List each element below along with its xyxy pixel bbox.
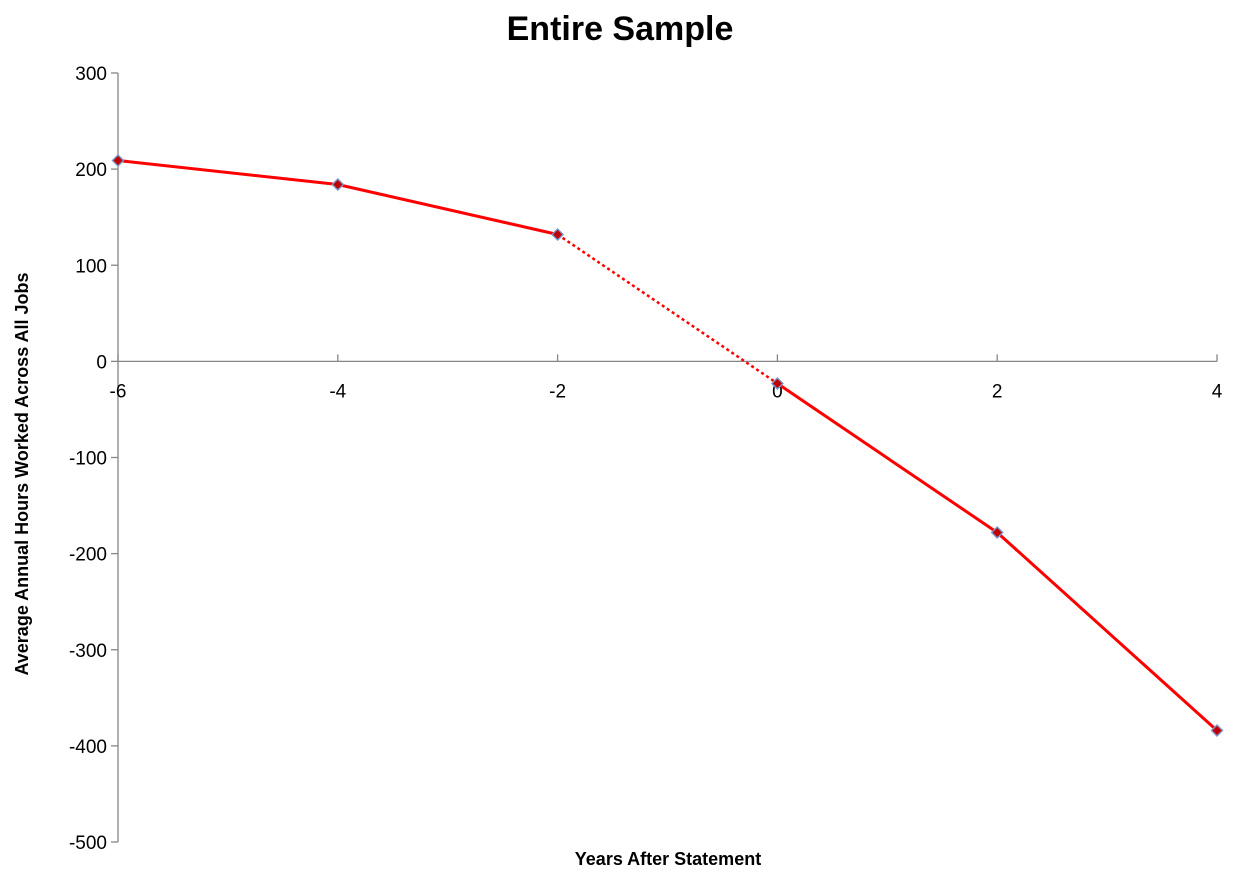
series-segment <box>116 158 340 187</box>
y-axis-ticks: 300 200 100 0 -100 -200 -300 -400 -500 <box>69 64 118 854</box>
x-axis-ticks: -6 -4 -2 0 2 4 <box>110 354 1223 402</box>
data-point-marker <box>1210 724 1224 737</box>
data-series <box>116 158 1219 732</box>
y-tick-label: -200 <box>69 545 107 566</box>
y-tick-label: -500 <box>69 833 107 854</box>
x-tick-label: -4 <box>329 381 346 402</box>
series-segment-dotted <box>556 233 779 385</box>
y-axis-title: Average Annual Hours Worked Across All J… <box>12 272 32 675</box>
series-segment <box>775 381 999 534</box>
axes <box>117 73 1217 842</box>
x-axis-title: Years After Statement <box>575 849 761 869</box>
x-tick-label: 2 <box>992 381 1003 402</box>
data-point-marker <box>331 178 345 191</box>
y-tick-label: 0 <box>96 352 107 373</box>
y-tick-label: 100 <box>75 256 107 277</box>
x-tick-label: 4 <box>1212 381 1223 402</box>
series-segment <box>336 183 560 236</box>
x-tick-label: 0 <box>772 381 783 402</box>
series-segment <box>995 530 1219 732</box>
x-tick-label: -2 <box>549 381 566 402</box>
y-tick-label: -400 <box>69 737 107 758</box>
y-tick-label: 200 <box>75 160 107 181</box>
data-point-marker <box>551 228 565 241</box>
data-point-marker <box>770 376 784 390</box>
y-tick-label: -100 <box>69 449 107 470</box>
x-tick-label: -6 <box>110 381 127 402</box>
y-tick-label: -300 <box>69 641 107 662</box>
data-point-marker <box>990 525 1004 539</box>
data-point-marker <box>111 153 125 167</box>
y-tick-label: 300 <box>75 64 107 85</box>
data-markers <box>111 153 1224 737</box>
chart-title: Entire Sample <box>507 10 734 48</box>
